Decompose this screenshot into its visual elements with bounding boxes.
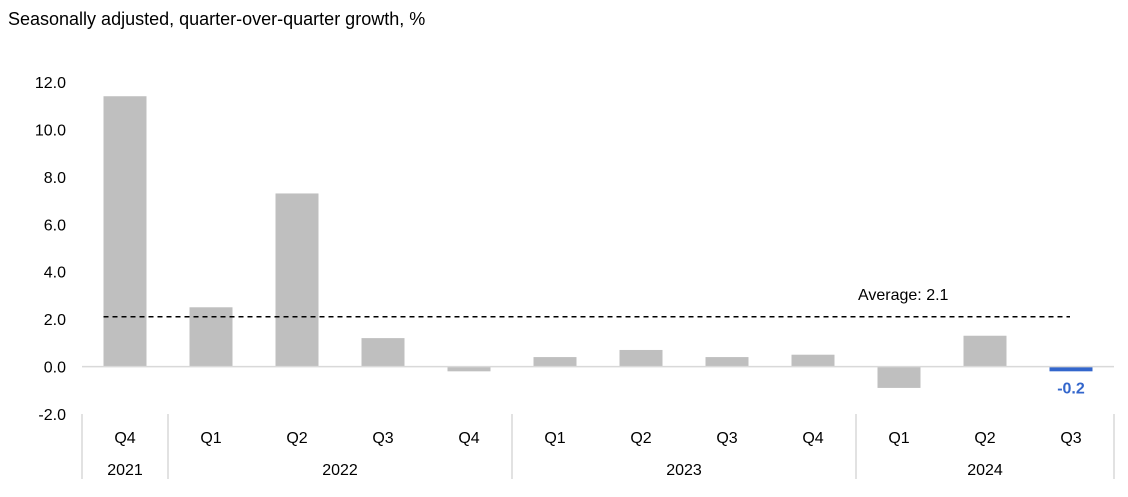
bar	[447, 366, 491, 372]
y-tick-label: 2.0	[44, 312, 66, 329]
bar	[705, 357, 749, 367]
x-tick-label: Q2	[974, 430, 995, 447]
data-label-highlight: -0.2	[1057, 380, 1085, 397]
y-tick-label: 0.0	[44, 360, 66, 377]
x-tick-label: Q1	[544, 430, 565, 447]
x-year-label: 2022	[322, 462, 358, 479]
x-tick-label: Q3	[716, 430, 737, 447]
y-tick-label: 4.0	[44, 265, 66, 282]
bar	[103, 96, 147, 367]
x-axis: 2021 2022 2023 2024 Q4 Q1 Q2 Q3 Q4 Q1 Q2 Q3 Q4 Q1 Q2 Q3	[81, 365, 1115, 479]
x-tick-label: Q3	[372, 430, 393, 447]
y-axis: 12.0 10.0 8.0 6.0 4.0 2.0 0.0 -2.0	[35, 75, 66, 424]
bar	[533, 357, 577, 367]
y-tick-label: 8.0	[44, 170, 66, 187]
x-tick-label: Q4	[802, 430, 823, 447]
bar	[619, 349, 663, 367]
y-tick-label: 10.0	[35, 122, 66, 139]
bar-series: -0.2	[103, 96, 1093, 397]
average-label: Average: 2.1	[858, 287, 949, 304]
bar-highlight	[1049, 366, 1093, 372]
x-tick-label: Q4	[458, 430, 479, 447]
bar	[963, 335, 1007, 367]
x-tick-label: Q1	[888, 430, 909, 447]
x-year-label: 2021	[107, 462, 143, 479]
x-tick-label: Q1	[200, 430, 221, 447]
x-tick-label: Q4	[114, 430, 135, 447]
x-tick-label: Q2	[286, 430, 307, 447]
x-year-label: 2023	[666, 462, 702, 479]
chart-subtitle: Seasonally adjusted, quarter-over-quarte…	[8, 9, 426, 29]
x-tick-label: Q2	[630, 430, 651, 447]
bar	[791, 354, 835, 367]
bar	[275, 193, 319, 367]
bar	[877, 366, 921, 388]
x-tick-label: Q3	[1060, 430, 1081, 447]
average-line-group: Average: 2.1	[103, 287, 1070, 318]
y-tick-label: -2.0	[38, 407, 66, 424]
bar	[361, 338, 405, 367]
y-tick-label: 6.0	[44, 217, 66, 234]
y-tick-label: 12.0	[35, 75, 66, 92]
x-year-label: 2024	[967, 462, 1003, 479]
